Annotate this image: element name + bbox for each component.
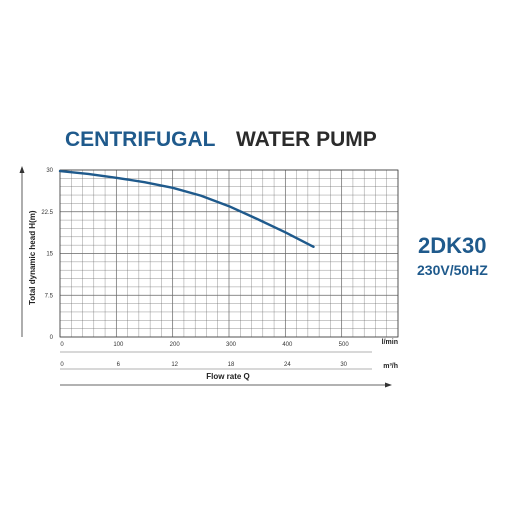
x-axis-arrowhead — [385, 382, 392, 388]
curve-point — [284, 231, 287, 234]
curve-point — [256, 218, 258, 220]
y-tick-label: 0 — [50, 335, 54, 341]
curve-point — [115, 176, 118, 179]
curve-point — [200, 194, 202, 197]
curve-point — [59, 170, 61, 172]
y-tick-label: 7.5 — [45, 293, 54, 299]
x-unit-label: l/min — [382, 339, 398, 346]
x-axis-label: Flow rate Q — [206, 372, 250, 381]
y-axis-label: Total dynamic head H(m) — [28, 210, 37, 305]
x2-tick-label: 0 — [60, 362, 64, 368]
curve-point — [87, 173, 89, 175]
x2-tick-label: 6 — [117, 362, 121, 368]
model-spec: 230V/50HZ — [417, 262, 488, 278]
x-tick-label: 400 — [282, 342, 293, 348]
x2-tick-label: 24 — [284, 362, 291, 368]
x2-tick-label: 12 — [171, 362, 178, 368]
curve-point — [312, 246, 315, 248]
x-tick-label: 300 — [226, 342, 237, 348]
x2-tick-label: 18 — [228, 362, 235, 368]
x-tick-label: 200 — [170, 342, 181, 348]
x2-tick-label: 30 — [340, 362, 347, 368]
title-part1: CENTRIFUGAL — [65, 128, 216, 151]
chart-grid — [59, 169, 399, 338]
plot-frame — [59, 169, 399, 338]
performance-curve — [58, 169, 315, 248]
y-tick-label: 22.5 — [41, 210, 53, 216]
x2-unit-label: m³/h — [383, 363, 398, 370]
y-tick-label: 30 — [46, 168, 53, 174]
x-tick-label: 100 — [113, 342, 124, 348]
model-name: 2DK30 — [418, 233, 486, 258]
curve-layer — [58, 169, 315, 248]
y-tick-label: 15 — [46, 252, 53, 258]
curve-point — [228, 205, 230, 207]
x-tick-label: 500 — [339, 342, 350, 348]
y-axis-arrowhead — [19, 166, 25, 173]
title-part2: WATER PUMP — [236, 128, 377, 151]
curve-point — [171, 187, 174, 189]
curve-point — [143, 181, 146, 184]
x-tick-label: 0 — [60, 342, 64, 348]
